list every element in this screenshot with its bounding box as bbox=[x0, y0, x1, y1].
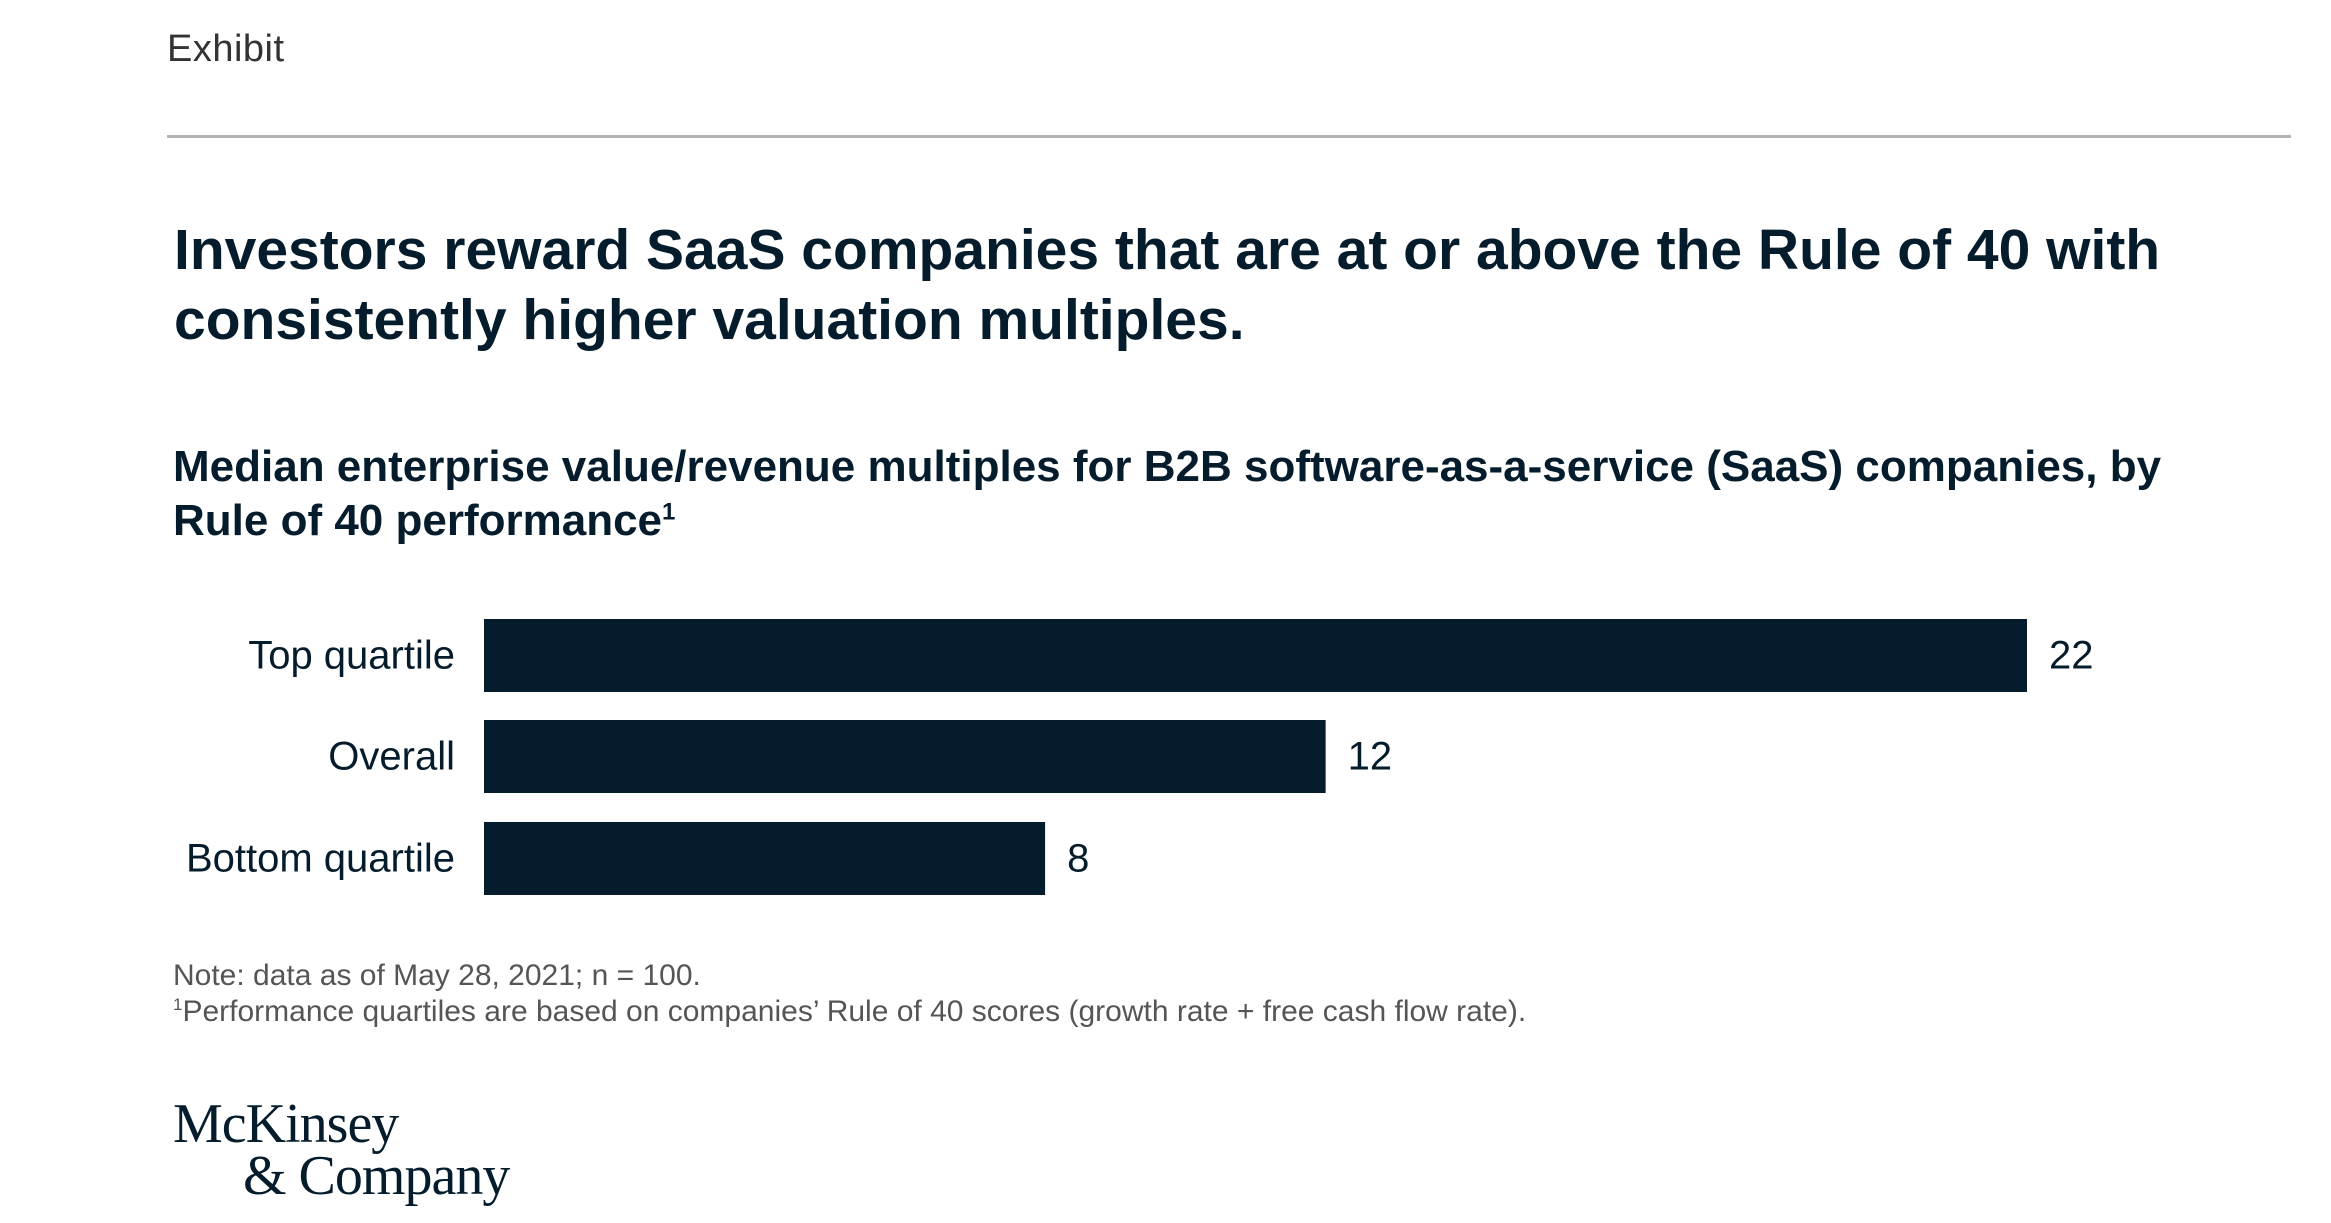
notes: Note: data as of May 28, 2021; n = 100. … bbox=[173, 958, 1526, 1030]
value-label: 12 bbox=[1348, 735, 1393, 779]
footnote: 1Performance quartiles are based on comp… bbox=[173, 994, 1526, 1030]
data-note: Note: data as of May 28, 2021; n = 100. bbox=[173, 959, 701, 992]
top-divider bbox=[167, 135, 2291, 138]
value-label: 22 bbox=[2049, 634, 2094, 678]
exhibit-label: Exhibit bbox=[167, 28, 285, 70]
headline: Investors reward SaaS companies that are… bbox=[174, 218, 2161, 352]
category-label: Overall bbox=[328, 735, 455, 779]
category-label: Top quartile bbox=[248, 634, 455, 678]
chart-title: Median enterprise value/revenue multiple… bbox=[173, 440, 2223, 548]
bar-overall bbox=[484, 720, 1326, 793]
bars-layer: Top quartile 22 Overall 12 Bottom quartile 8 bbox=[186, 619, 2094, 895]
logo-line-1: McKinsey bbox=[173, 1093, 399, 1155]
value-label: 8 bbox=[1067, 837, 1089, 881]
footnote-text: Performance quartiles are based on compa… bbox=[182, 995, 1527, 1028]
chart-title-footnote-marker: 1 bbox=[662, 498, 676, 526]
mckinsey-logo: McKinsey & Company bbox=[173, 1096, 510, 1207]
chart-title-text: Median enterprise value/revenue multiple… bbox=[173, 442, 2162, 545]
logo-line-2: & Company bbox=[243, 1145, 510, 1207]
bar-top-quartile bbox=[484, 619, 2027, 692]
category-label: Bottom quartile bbox=[186, 837, 455, 881]
bar-bottom-quartile bbox=[484, 822, 1046, 895]
footnote-marker: 1 bbox=[173, 995, 183, 1014]
